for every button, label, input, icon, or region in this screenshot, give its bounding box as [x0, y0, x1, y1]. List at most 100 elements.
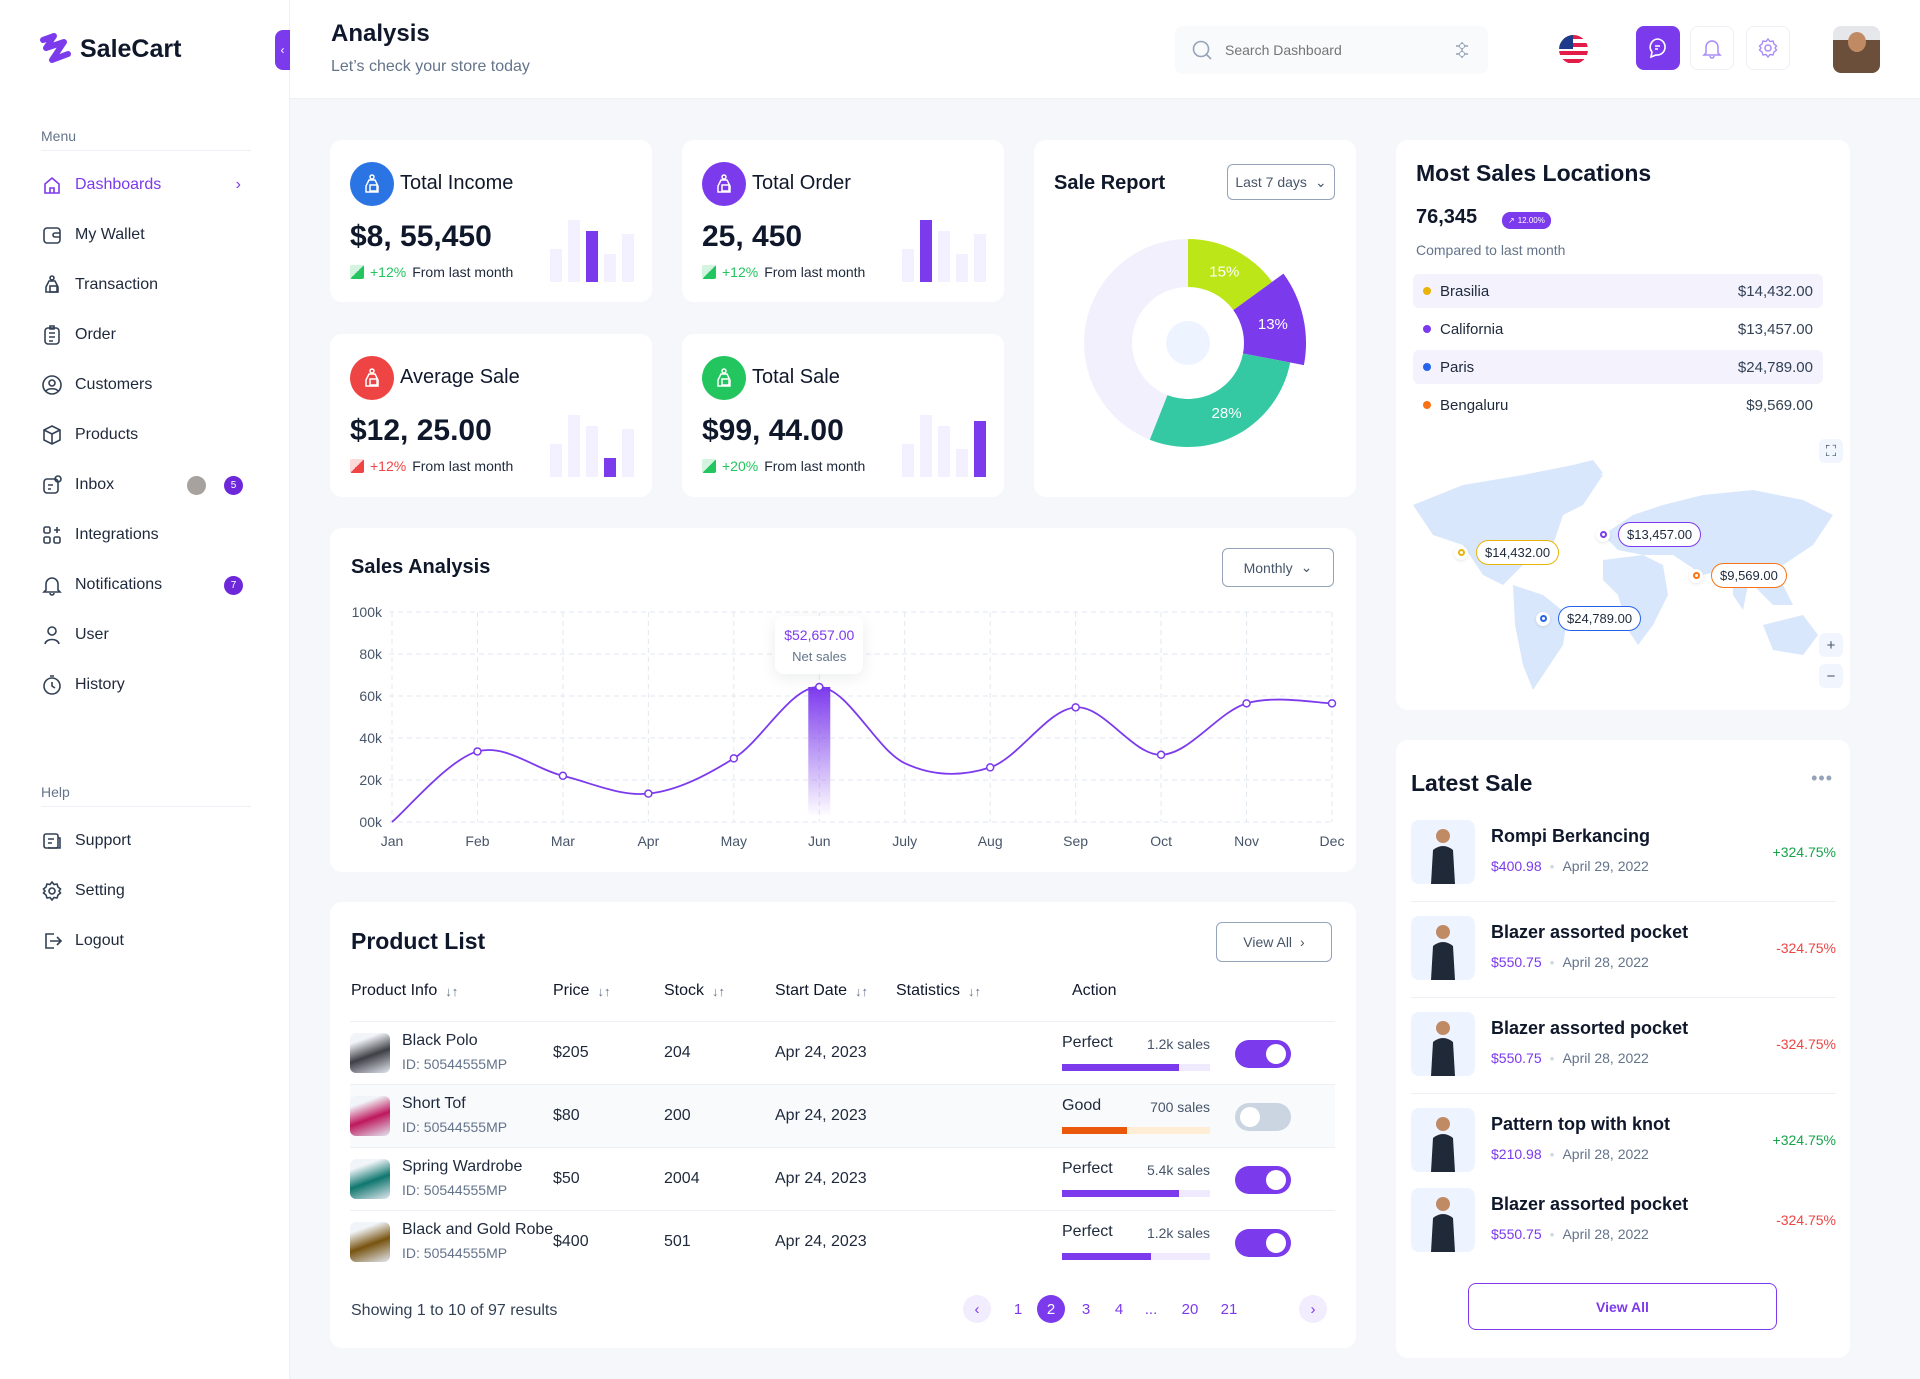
view-all-products-button[interactable]: View All ›	[1216, 922, 1332, 962]
data-point-jun[interactable]	[815, 682, 824, 692]
x-tick-label: Aug	[978, 833, 1003, 849]
column-header-product-info[interactable]: Product Info ↓↑	[351, 982, 458, 1000]
data-point-mar[interactable]	[558, 771, 568, 781]
column-header-action: Action	[1072, 982, 1116, 1000]
data-point-dec[interactable]	[1327, 699, 1337, 708]
data-point-oct[interactable]	[1156, 750, 1166, 760]
data-point-aug[interactable]	[985, 763, 995, 772]
sale-price: $550.75	[1491, 1226, 1542, 1242]
fullscreen-map-button[interactable]: ⛶	[1819, 439, 1843, 463]
page-1-button[interactable]: 1	[1013, 1300, 1023, 1318]
data-point-feb[interactable]	[473, 747, 482, 756]
product-active-toggle[interactable]	[1235, 1103, 1291, 1131]
locations-compare-text: Compared to last month	[1416, 242, 1566, 258]
column-header-stock[interactable]: Stock ↓↑	[664, 982, 725, 1000]
zoom-in-button[interactable]: +	[1819, 633, 1843, 657]
collapse-sidebar-button[interactable]: ‹	[275, 30, 290, 70]
mini-bar	[974, 234, 986, 282]
page-20-button[interactable]: 20	[1181, 1300, 1199, 1318]
page-2-button[interactable]: 2	[1037, 1295, 1065, 1323]
search-bar[interactable]	[1175, 26, 1488, 74]
plus-icon: +	[1826, 636, 1836, 654]
latest-sale-item[interactable]: Blazer assorted pocket $550.75 ● April 28, …	[1411, 1188, 1836, 1268]
bell-icon	[42, 577, 62, 596]
data-point-may[interactable]	[729, 754, 739, 763]
sidebar-item-order[interactable]: Order	[41, 317, 251, 353]
trend-down-icon	[350, 459, 364, 473]
map-marker-california[interactable]: $13,457.00	[1596, 522, 1702, 547]
sidebar-item-notifications[interactable]: Notifications 7	[41, 567, 251, 603]
sidebar-item-history[interactable]: History	[41, 667, 251, 703]
page-4-button[interactable]: 4	[1114, 1300, 1124, 1318]
map-marker-bengaluru[interactable]: $9,569.00	[1689, 563, 1787, 588]
column-header-start-date[interactable]: Start Date ↓↑	[775, 982, 868, 1000]
sort-icon[interactable]: ↓↑	[597, 983, 611, 999]
home-icon	[44, 176, 60, 194]
data-point-sep[interactable]	[1071, 703, 1080, 712]
sidebar-item-label: Notifications	[75, 576, 163, 593]
latest-sale-item[interactable]: Pattern top with knot $210.98 ● April 28, 2…	[1411, 1108, 1836, 1188]
stat-status: Good	[1062, 1097, 1102, 1114]
messages-button[interactable]	[1636, 26, 1680, 70]
sidebar-item-customers[interactable]: Customers	[41, 367, 251, 403]
map-marker-brasilia[interactable]: $14,432.00	[1454, 540, 1560, 565]
settings-button[interactable]	[1746, 26, 1790, 70]
page-21-button[interactable]: 21	[1220, 1300, 1238, 1318]
product-thumbnail	[350, 1222, 390, 1262]
sidebar-item-setting[interactable]: Setting	[41, 873, 251, 909]
page-3-button[interactable]: 3	[1081, 1300, 1091, 1318]
column-header-price[interactable]: Price ↓↑	[553, 982, 610, 1000]
next-page-button[interactable]: ›	[1299, 1295, 1327, 1323]
latest-sale-item[interactable]: Rompi Berkancing $400.98 ● April 29, 2022 +3…	[1411, 820, 1836, 900]
location-row[interactable]: California $13,457.00	[1413, 312, 1823, 346]
sidebar-item-inbox[interactable]: Inbox 5	[41, 467, 251, 503]
latest-sale-item[interactable]: Blazer assorted pocket $550.75 ● April 28, …	[1411, 1012, 1836, 1092]
location-amount: $14,432.00	[1737, 282, 1813, 300]
x-tick-label: Nov	[1234, 833, 1259, 849]
product-active-toggle[interactable]	[1235, 1040, 1291, 1068]
location-row[interactable]: Bengaluru $9,569.00	[1413, 388, 1823, 422]
sort-icon[interactable]: ↓↑	[968, 983, 982, 999]
map-marker-paris[interactable]: $24,789.00	[1536, 606, 1642, 631]
y-tick-label: 60k	[359, 688, 383, 704]
sidebar-item-support[interactable]: Support	[41, 823, 251, 859]
location-row[interactable]: Paris $24,789.00	[1413, 350, 1823, 384]
chevron-left-icon: ‹	[280, 43, 285, 57]
latest-sale-item[interactable]: Blazer assorted pocket $550.75 ● April 28, …	[1411, 916, 1836, 996]
sort-icon[interactable]: ↓↑	[712, 983, 726, 999]
prev-page-button[interactable]: ‹	[963, 1295, 991, 1323]
product-active-toggle[interactable]	[1235, 1229, 1291, 1257]
kpi-change-percent: +20%	[722, 458, 759, 474]
location-row[interactable]: Brasilia $14,432.00	[1413, 274, 1823, 308]
sidebar-item-logout[interactable]: Logout	[41, 923, 251, 959]
sidebar-item-integrations[interactable]: Integrations	[41, 517, 251, 553]
search-input[interactable]	[1225, 42, 1440, 58]
date-range-dropdown[interactable]: Last 7 days ⌄	[1227, 164, 1335, 200]
data-point-nov[interactable]	[1242, 699, 1251, 708]
sale-product-name: Blazer assorted pocket	[1491, 1018, 1689, 1038]
sale-report-title: Sale Report	[1054, 172, 1166, 194]
view-all-sales-button[interactable]: View All	[1468, 1283, 1777, 1330]
sort-icon[interactable]: ↓↑	[445, 983, 459, 999]
clock-icon	[43, 675, 61, 695]
notifications-button[interactable]	[1690, 26, 1734, 70]
column-header-statistics[interactable]: Statistics ↓↑	[896, 982, 981, 1000]
mini-bar	[568, 415, 580, 477]
product-active-toggle[interactable]	[1235, 1166, 1291, 1194]
user-avatar[interactable]	[1833, 26, 1880, 73]
zoom-out-button[interactable]: −	[1819, 664, 1843, 688]
sidebar-item-my-wallet[interactable]: My Wallet	[41, 217, 251, 253]
sidebar-item-products[interactable]: Products	[41, 417, 251, 453]
sale-change: +324.75%	[1772, 1132, 1836, 1148]
more-options-icon[interactable]: •••	[1811, 768, 1833, 788]
logo[interactable]: SaleCart	[38, 32, 181, 66]
sort-icon[interactable]: ↓↑	[855, 983, 869, 999]
us-flag-language-icon[interactable]	[1559, 35, 1588, 64]
mini-bar	[920, 415, 932, 477]
sidebar-item-transaction[interactable]: Transaction	[41, 267, 251, 303]
filter-sliders-icon[interactable]	[1452, 40, 1472, 60]
sidebar-item-user[interactable]: User	[41, 617, 251, 653]
period-dropdown[interactable]: Monthly ⌄	[1222, 548, 1334, 587]
sidebar-item-dashboards[interactable]: Dashboards ›	[41, 167, 251, 203]
data-point-apr[interactable]	[644, 789, 653, 798]
